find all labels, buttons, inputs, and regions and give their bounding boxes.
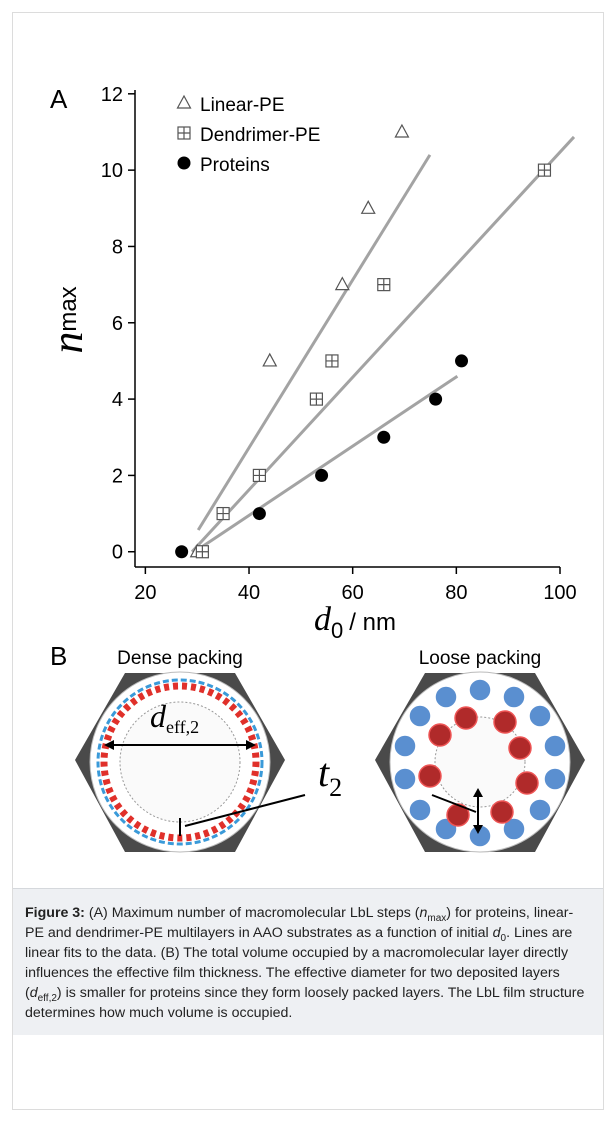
triangle-marker <box>360 200 376 214</box>
x-axis-label: d0/ nm <box>314 601 396 643</box>
figure: A B nmax d0/ nm Dense packing deff,2 Loo… <box>43 84 585 853</box>
boxplus-marker <box>177 126 191 140</box>
boxplus-marker <box>309 392 324 406</box>
caption-text: ) for proteins, linear-PE and dendrimer-… <box>25 905 574 941</box>
x-tick-label: 60 <box>342 582 364 604</box>
label-symbol: t <box>318 750 330 795</box>
arrow-head <box>104 740 114 750</box>
cross <box>178 127 190 139</box>
legend-label: Linear-PE <box>200 95 285 116</box>
fit-line <box>190 135 576 553</box>
boxplus-marker <box>325 354 339 368</box>
x-label-symbol: d <box>314 601 332 638</box>
cross <box>253 469 266 482</box>
arrow-head <box>473 825 483 834</box>
pointer-line <box>431 794 477 813</box>
diagram-title: Dense packing <box>117 648 243 669</box>
label-subscript: 2 <box>329 773 342 802</box>
y-tick-label: 0 <box>112 542 123 564</box>
cross <box>217 507 230 520</box>
cross <box>196 545 209 558</box>
diagram-left: Dense packing deff,2 <box>75 648 285 853</box>
caption-text: ) is smaller for proteins since they for… <box>25 985 585 1021</box>
caption-symbol: d <box>29 985 38 1001</box>
fit-line <box>193 374 459 553</box>
proteins <box>393 678 567 848</box>
boxplus-marker <box>216 506 230 521</box>
cross <box>310 393 323 406</box>
panel-label: A <box>50 84 68 114</box>
circle-marker <box>429 392 443 406</box>
arrow-head <box>246 740 256 750</box>
x-tick-label: 20 <box>134 582 156 604</box>
diameter-label: deff,2 <box>150 698 199 737</box>
triangle-marker <box>262 352 278 367</box>
y-tick-label: 12 <box>101 84 123 106</box>
circle-marker <box>315 468 329 482</box>
caption-subscript: 0 <box>500 932 507 944</box>
x-label-unit: / nm <box>349 609 396 636</box>
inner-space <box>434 716 526 808</box>
caption-symbol: d <box>492 925 501 941</box>
caption-text: . Lines are linear fits to the data. (B)… <box>25 925 573 1001</box>
triangle-marker <box>176 94 192 109</box>
boxplus-marker <box>252 468 266 483</box>
legend-label: Dendrimer-PE <box>200 125 320 146</box>
legend-label: Proteins <box>200 155 270 176</box>
circle-marker <box>177 156 191 170</box>
y-label-subscript: max <box>55 286 82 331</box>
label-subscript: eff,2 <box>166 717 199 737</box>
red-layer <box>100 682 260 842</box>
circle-marker <box>175 545 189 559</box>
thickness-label: t2 <box>318 750 342 802</box>
y-axis-label: nmax <box>43 286 92 353</box>
caption-subscript: eff,2 <box>37 992 57 1004</box>
inner-space <box>119 701 241 823</box>
caption-label: Figure 3: <box>25 905 85 921</box>
caption-text: (A) Maximum number of macromolecular LbL… <box>84 905 420 921</box>
circle-marker <box>252 507 266 521</box>
cross <box>325 354 338 367</box>
pointer-line <box>184 794 306 827</box>
x-tick-label: 40 <box>238 582 260 604</box>
y-tick-label: 6 <box>112 313 123 335</box>
triangle-marker <box>394 123 410 138</box>
x-tick-label: 100 <box>543 582 576 604</box>
x-tick-label: 80 <box>445 582 467 604</box>
triangle-marker <box>334 276 350 291</box>
arrow-head <box>473 788 483 797</box>
y-label-symbol: n <box>43 332 92 354</box>
cross <box>538 164 551 177</box>
blue-layer <box>96 678 264 846</box>
diagram-title: Loose packing <box>419 648 542 669</box>
x-label-subscript: 0 <box>331 618 343 643</box>
boxplus-marker <box>195 545 209 559</box>
y-tick-label: 10 <box>101 160 123 182</box>
cross <box>377 278 390 291</box>
caption-symbol: n <box>419 905 428 921</box>
boxplus-marker <box>377 278 391 292</box>
circle-marker <box>377 430 391 444</box>
diagram-right: Loose packing <box>375 648 585 853</box>
panel-label: B <box>50 641 67 671</box>
y-tick-label: 8 <box>112 236 123 258</box>
circle-marker <box>455 354 469 368</box>
y-tick-label: 4 <box>112 389 123 411</box>
caption-subscript: max <box>427 912 447 924</box>
label-symbol: d <box>150 698 167 734</box>
y-tick-label: 2 <box>112 465 123 487</box>
caption: Figure 3: (A) Maximum number of macromol… <box>13 888 603 1035</box>
fit-line <box>196 154 432 531</box>
boxplus-marker <box>537 163 552 177</box>
